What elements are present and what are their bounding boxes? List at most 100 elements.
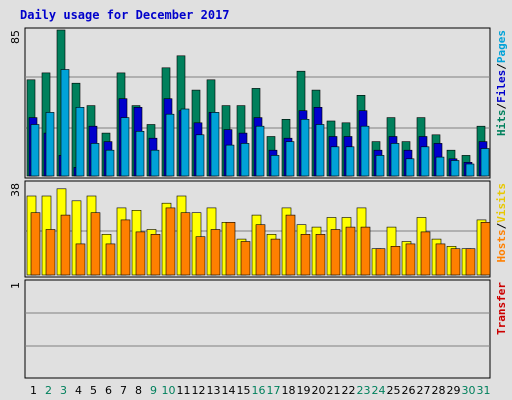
- x-tick-label: 5: [90, 384, 97, 397]
- bar-pages-day-15: [240, 143, 250, 177]
- x-tick-label: 10: [162, 384, 176, 397]
- bar-hosts-day-30: [465, 248, 476, 276]
- x-tick-label: 21: [327, 384, 341, 397]
- bar-pages-day-30: [465, 163, 475, 177]
- panel-legend-label: Hosts/Visits: [495, 183, 508, 263]
- x-tick-label: 24: [372, 384, 386, 397]
- bar-hosts-day-14: [225, 222, 236, 276]
- legend-part: Pages: [495, 30, 508, 63]
- legend-part: Transfer: [495, 282, 508, 335]
- bar-hosts-day-1: [30, 212, 41, 276]
- x-tick-label: 2: [45, 384, 52, 397]
- x-tick-label: 9: [150, 384, 157, 397]
- bar-pages-day-17: [270, 155, 280, 177]
- bar-pages-day-14: [225, 144, 235, 177]
- x-tick-label: 20: [312, 384, 326, 397]
- bar-hosts-day-11: [180, 212, 191, 276]
- x-tick-label: 14: [222, 384, 236, 397]
- bar-pages-day-3: [60, 69, 70, 177]
- bar-hosts-day-16: [255, 224, 266, 276]
- bar-hosts-day-12: [195, 236, 206, 276]
- x-tick-label: 23: [357, 384, 371, 397]
- bar-pages-day-31: [480, 148, 490, 177]
- bar-hosts-day-20: [315, 234, 326, 276]
- x-tick-label: 31: [477, 384, 491, 397]
- chart-title: Daily usage for December 2017: [20, 8, 230, 22]
- legend-part: /: [495, 103, 508, 110]
- bar-pages-day-25: [390, 143, 400, 177]
- bar-hosts-day-5: [90, 212, 101, 276]
- bar-hosts-day-10: [165, 207, 176, 276]
- bar-pages-day-10: [165, 113, 175, 177]
- x-tick-label: 11: [177, 384, 191, 397]
- bar-hosts-day-23: [360, 226, 371, 276]
- bar-hosts-day-6: [105, 243, 116, 276]
- panel-transfer: 1 Transfer: [9, 279, 508, 379]
- x-tick-label: 17: [267, 384, 281, 397]
- bar-hosts-day-17: [270, 238, 281, 276]
- bar-pages-day-29: [450, 160, 460, 177]
- panel-frame: [24, 27, 491, 179]
- x-tick-label: 28: [432, 384, 446, 397]
- bar-hosts-day-26: [405, 243, 416, 276]
- bar-pages-day-9: [150, 149, 160, 177]
- x-tick-label: 25: [387, 384, 401, 397]
- x-tick-label: 16: [252, 384, 266, 397]
- x-tick-label: 27: [417, 384, 431, 397]
- x-axis-day-labels: 1 2 3 4 5 6 7 8 9 10 11 12 13 14 15 16 17 18 19 20 21 22 23 24 2…: [30, 384, 491, 397]
- x-tick-label: 30: [462, 384, 476, 397]
- bar-pages-day-19: [300, 119, 310, 177]
- x-tick-label: 22: [342, 384, 356, 397]
- bar-pages-day-23: [360, 125, 370, 177]
- bar-pages-day-11: [180, 108, 190, 177]
- bar-hosts-day-29: [450, 248, 461, 276]
- bar-pages-day-5: [90, 143, 100, 177]
- bar-hosts-day-15: [240, 241, 251, 276]
- bar-pages-day-26: [405, 158, 415, 177]
- legend-part: Files: [495, 70, 508, 103]
- x-tick-label: 8: [135, 384, 142, 397]
- x-tick-label: 19: [297, 384, 311, 397]
- panel-frame: [24, 279, 491, 379]
- x-tick-label: 4: [75, 384, 82, 397]
- panel-legend-label: Hits/Files/Pages: [495, 30, 508, 136]
- x-tick-label: 6: [105, 384, 112, 397]
- bar-pages-day-21: [330, 146, 340, 177]
- bar-hosts-day-28: [435, 243, 446, 276]
- legend-part: Hosts: [495, 229, 508, 262]
- bar-hosts-day-21: [330, 229, 341, 276]
- panel-visits-sites: 38 Hosts/Visits: [9, 180, 508, 278]
- bar-pages-day-4: [75, 107, 85, 177]
- bar-pages-day-6: [105, 149, 115, 177]
- bar-hosts-day-25: [390, 246, 401, 276]
- bar-pages-day-1: [30, 124, 40, 177]
- y-axis-max-label: 85: [9, 30, 22, 44]
- legend-part: /: [495, 222, 508, 229]
- legend-part: Hits: [495, 110, 508, 137]
- bar-hosts-day-31: [480, 222, 491, 276]
- bar-pages-day-2: [45, 112, 55, 177]
- bar-pages-day-13: [210, 112, 220, 177]
- bar-hosts-day-27: [420, 231, 431, 276]
- bar-hosts-day-4: [75, 243, 86, 276]
- bar-pages-day-18: [285, 141, 295, 177]
- bar-pages-day-12: [195, 134, 205, 177]
- bar-hosts-day-22: [345, 226, 356, 276]
- x-tick-label: 13: [207, 384, 221, 397]
- panel-legend-label: Transfer: [495, 282, 508, 335]
- y-axis-max-label: 1: [9, 282, 22, 289]
- legend-part: Visits: [495, 183, 508, 223]
- bar-pages-day-24: [375, 155, 385, 177]
- bar-hosts-day-2: [45, 229, 56, 276]
- bar-pages-day-20: [315, 124, 325, 177]
- bar-pages-day-28: [435, 156, 445, 177]
- x-tick-label: 18: [282, 384, 296, 397]
- x-tick-label: 29: [447, 384, 461, 397]
- bar-pages-day-22: [345, 146, 355, 177]
- bar-pages-day-8: [135, 131, 145, 177]
- x-tick-label: 7: [120, 384, 127, 397]
- x-tick-label: 1: [30, 384, 37, 397]
